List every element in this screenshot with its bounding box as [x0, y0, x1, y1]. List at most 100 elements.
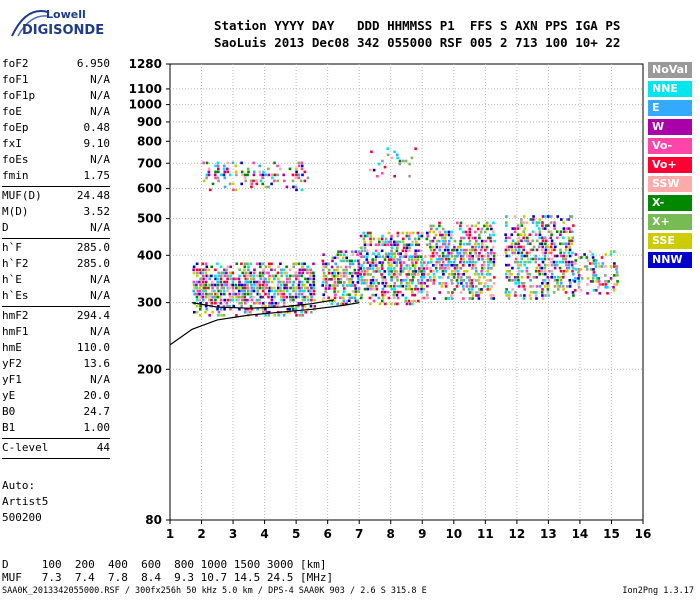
echo-point: [292, 262, 296, 266]
echo-point: [553, 242, 556, 246]
echo-point: [289, 286, 292, 290]
echo-point: [264, 304, 267, 308]
echo-point: [375, 279, 378, 282]
echo-point: [401, 159, 405, 163]
echo-point: [475, 270, 478, 273]
echo-point: [399, 290, 402, 294]
echo-point: [237, 292, 241, 296]
echo-point: [429, 267, 432, 270]
echo-point: [414, 264, 417, 267]
echo-point: [443, 248, 447, 252]
echo-point: [529, 297, 533, 300]
echo-point: [511, 288, 514, 291]
echo-point: [468, 285, 472, 288]
echo-point: [609, 253, 613, 256]
echo-point: [540, 248, 544, 252]
echo-point: [429, 239, 432, 243]
echo-point: [390, 261, 393, 264]
echo-point: [348, 259, 352, 263]
echo-point: [214, 298, 217, 302]
echo-point: [348, 296, 352, 300]
echo-point: [450, 254, 454, 258]
echo-point: [505, 224, 508, 227]
echo-point: [572, 224, 575, 227]
echo-point: [282, 268, 285, 272]
param-name: yE: [2, 389, 16, 402]
echo-point: [225, 280, 229, 284]
echo-point: [244, 280, 247, 284]
echo-point: [426, 234, 430, 238]
echo-point: [193, 292, 196, 296]
echo-point: [365, 279, 369, 282]
echo-point: [538, 233, 542, 236]
echo-point: [520, 224, 524, 227]
echo-point: [435, 227, 439, 231]
echo-point: [309, 268, 312, 272]
echo-point: [226, 298, 230, 302]
echo-point: [303, 298, 306, 302]
echo-point: [289, 298, 292, 302]
param-name: M(D): [2, 205, 29, 218]
echo-point: [306, 271, 309, 275]
echo-point: [586, 283, 589, 286]
echo-point: [228, 182, 232, 186]
echo-point: [510, 242, 514, 246]
echo-point: [252, 289, 256, 293]
echo-point: [240, 283, 244, 287]
echo-point: [594, 262, 597, 265]
echo-point: [402, 255, 405, 258]
param-value: 20.0: [83, 389, 111, 402]
echo-point: [313, 298, 317, 302]
echo-point: [432, 279, 436, 282]
echo-point: [366, 267, 369, 270]
echo-point: [249, 262, 252, 266]
echo-point: [444, 285, 448, 288]
echo-point: [553, 224, 556, 227]
echo-point: [429, 224, 432, 228]
echo-point: [207, 173, 211, 177]
echo-point: [435, 257, 439, 261]
echo-point: [531, 230, 535, 233]
echo-point: [252, 170, 256, 174]
echo-point: [465, 282, 468, 285]
echo-point: [365, 255, 369, 258]
echo-point: [595, 277, 599, 280]
echo-point: [291, 307, 295, 311]
echo-point: [398, 258, 402, 261]
echo-point: [267, 310, 271, 314]
echo-point: [273, 295, 276, 299]
echo-point: [508, 276, 511, 279]
echo-point: [556, 285, 560, 288]
echo-point: [477, 245, 481, 249]
echo-point: [444, 267, 447, 270]
echo-point: [389, 240, 392, 244]
echo-point: [234, 283, 238, 287]
echo-point: [474, 245, 477, 249]
echo-point: [235, 262, 239, 266]
echo-point: [440, 264, 444, 267]
echo-point: [396, 290, 399, 294]
echo-point: [586, 259, 590, 262]
echo-point: [600, 265, 604, 268]
echo-point: [333, 256, 337, 260]
echo-point: [571, 251, 574, 255]
echo-point: [549, 230, 553, 233]
echo-point: [340, 302, 343, 306]
echo-point: [569, 215, 572, 218]
echo-point: [490, 267, 493, 270]
echo-point: [429, 227, 433, 231]
echo-point: [586, 277, 590, 280]
echo-point: [572, 272, 575, 276]
echo-point: [471, 291, 475, 294]
echo-point: [444, 270, 447, 273]
echo-point: [471, 248, 474, 252]
echo-point: [294, 176, 298, 180]
echo-point: [226, 304, 229, 308]
echo-point: [549, 236, 553, 240]
echo-point: [480, 291, 483, 294]
echo-point: [437, 239, 441, 243]
echo-point: [395, 240, 399, 244]
echo-point: [255, 283, 259, 287]
echo-point: [195, 310, 199, 314]
echo-point: [490, 285, 493, 288]
